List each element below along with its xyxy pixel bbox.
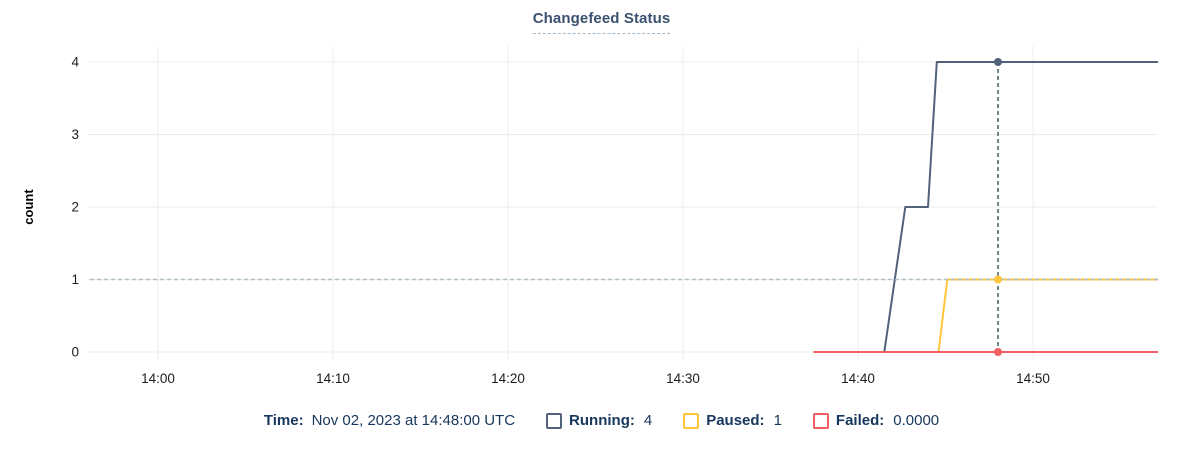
crosshair-dot-failed [994,348,1002,356]
y-tick-label: 2 [71,200,79,215]
x-tick-label: 14:10 [316,371,350,386]
legend-label: Running: [569,412,635,429]
legend-label: Paused: [706,412,765,429]
legend-value: 4 [643,412,653,429]
chart-plot-area[interactable]: 14:00 14:10 14:20 14:30 14:40 14:50 0 1 2 3 4 count [0,0,1203,404]
time-label: Time: [263,412,304,429]
legend-item-failed: Failed: 0.0000 [812,412,940,429]
x-tick-label: 14:30 [666,371,700,386]
chart-title-row: Changefeed Status [0,10,1203,34]
legend-value: 1 [773,412,782,429]
x-tick-label: 14:20 [491,371,525,386]
hover-readout: Time: Nov 02, 2023 at 14:48:00 UTC Runnin… [0,412,1203,429]
chart-title[interactable]: Changefeed Status [532,10,671,34]
x-tick-label: 14:40 [841,371,875,386]
legend-item-paused: Paused: 1 [683,412,782,429]
paused-swatch-icon [683,412,700,429]
x-tick-label: 14:00 [141,371,175,386]
running-swatch-icon [546,412,563,429]
y-tick-label: 0 [71,345,79,360]
x-tick-label: 14:50 [1016,371,1050,386]
crosshair-dot-paused [994,275,1002,284]
legend-label: Failed: [835,412,885,429]
series-line-paused [813,278,1159,353]
failed-swatch-icon [812,412,829,429]
y-tick-label: 4 [71,55,79,70]
hover-time: Time: Nov 02, 2023 at 14:48:00 UTC [264,412,515,429]
y-axis-label: count [21,189,36,225]
y-tick-label: 1 [71,272,79,287]
legend-value: 0.0000 [893,412,940,429]
legend-item-running: Running: 4 [546,412,652,429]
crosshair-dot-running [994,58,1002,66]
time-value: Nov 02, 2023 at 14:48:00 UTC [311,412,516,429]
legend: Running: 4 Paused: 1 Failed: 0.0000 [546,412,939,429]
y-tick-label: 3 [71,127,79,142]
